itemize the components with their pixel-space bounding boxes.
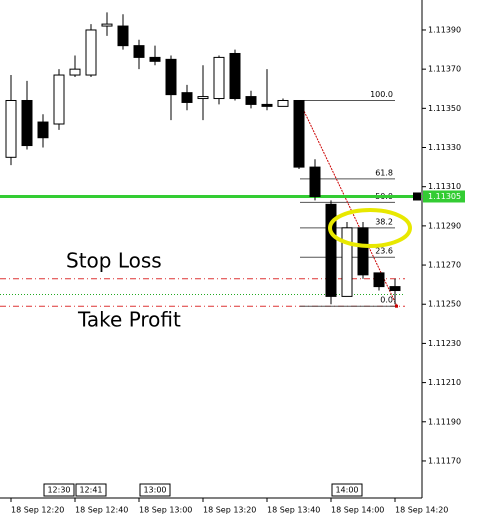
highlight-ellipse [328, 208, 412, 248]
candle-body [37, 121, 49, 139]
y-tick-label: 1.11350 [428, 104, 461, 113]
candle-body [325, 203, 337, 297]
y-tick-label: 1.11190 [428, 417, 461, 426]
current-price-label: 1.11305 [428, 192, 461, 201]
y-tick-label: 1.11210 [428, 378, 461, 387]
time-marker-label: 12:41 [79, 486, 102, 495]
candle-body [261, 103, 273, 107]
candle-body [85, 29, 97, 76]
candle-body [373, 272, 385, 288]
y-tick-label: 1.11330 [428, 143, 461, 152]
date-label: 18 Sep 13:20 [203, 506, 256, 515]
candle-body [165, 58, 177, 96]
candle-body [5, 99, 17, 158]
y-tick-label: 1.11250 [428, 300, 461, 309]
fib-anchor [395, 304, 398, 308]
candle-body [277, 99, 289, 107]
date-label: 18 Sep 13:00 [139, 506, 192, 515]
candle-body [21, 99, 33, 147]
candle-body [197, 96, 209, 100]
candle-body [53, 74, 65, 125]
date-label: 18 Sep 12:40 [75, 506, 128, 515]
fib-label: 61.8 [375, 168, 393, 177]
fib-label: 100.0 [370, 90, 393, 99]
date-label: 18 Sep 14:00 [331, 506, 384, 515]
y-tick-label: 1.11270 [428, 261, 461, 270]
time-marker-label: 12:30 [47, 486, 70, 495]
candle-body [341, 227, 353, 297]
candle-body [69, 68, 81, 76]
candle-body [181, 92, 193, 103]
time-marker-box [75, 483, 107, 497]
candle-body [133, 45, 145, 58]
y-tick-label: 1.11390 [428, 25, 461, 34]
fib-label: 23.6 [375, 247, 393, 256]
candle-body [149, 56, 161, 62]
stop-loss-label: Stop Loss [66, 249, 162, 273]
date-label: 18 Sep 12:20 [11, 506, 64, 515]
time-marker-box [43, 483, 75, 497]
time-marker-label: 14:00 [335, 486, 358, 495]
fib-trend-line [298, 100, 398, 307]
time-marker-label: 13:00 [143, 486, 166, 495]
candle-body [229, 52, 241, 100]
take-profit-label: Take Profit [77, 308, 181, 332]
candle-body [293, 99, 305, 168]
candle-body [213, 56, 225, 100]
date-label: 18 Sep 13:40 [267, 506, 320, 515]
candle-body [117, 25, 129, 47]
y-tick-label: 1.11170 [428, 456, 461, 465]
candle-body [101, 23, 113, 27]
current-price-box [423, 190, 465, 203]
candle-body [389, 286, 401, 292]
current-price-marker [413, 192, 421, 201]
candle-body [245, 96, 257, 105]
fib-label: 38.2 [375, 217, 393, 226]
candle-body [357, 227, 369, 276]
time-marker-box [331, 483, 363, 497]
y-tick-label: 1.11370 [428, 65, 461, 74]
y-tick-label: 1.11310 [428, 182, 461, 191]
fib-label: 0.0 [380, 296, 393, 305]
y-tick-label: 1.11290 [428, 221, 461, 230]
y-tick-label: 1.11230 [428, 339, 461, 348]
time-marker-box [139, 483, 171, 497]
date-label: 18 Sep 14:20 [395, 506, 448, 515]
candle-body [309, 166, 321, 197]
